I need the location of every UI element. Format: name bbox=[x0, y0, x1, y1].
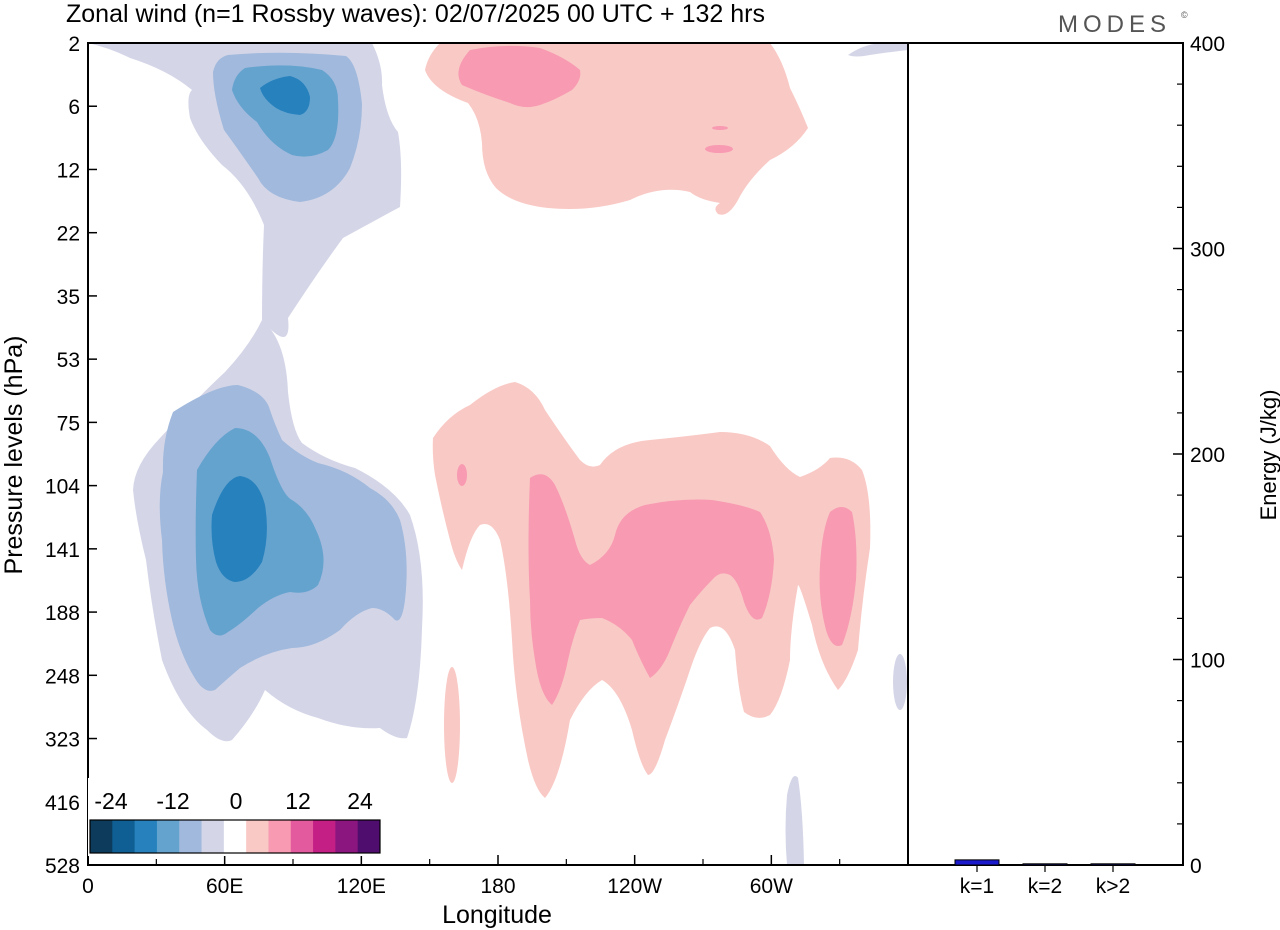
y-tick-label: 528 bbox=[45, 855, 80, 878]
y-tick-label: 6 bbox=[68, 96, 80, 119]
x-axis-longitude: 0 60E 120E 180 120W 60W bbox=[82, 855, 841, 898]
energy-tick-label: 0 bbox=[1190, 855, 1202, 878]
contour-pos-lower-level2 bbox=[528, 474, 774, 705]
y-tick-label: 53 bbox=[57, 349, 80, 372]
energy-bar bbox=[1022, 863, 1068, 866]
colorbar-swatch bbox=[268, 820, 292, 853]
colorbar: -24 -12 0 12 24 bbox=[88, 778, 382, 856]
colorbar-swatch bbox=[223, 820, 247, 853]
colorbar-swatch bbox=[201, 820, 225, 853]
modes-logo: MODES © bbox=[1058, 10, 1188, 38]
x-tick-label: 60W bbox=[750, 875, 793, 898]
colorbar-label: -24 bbox=[94, 788, 127, 814]
energy-bars bbox=[954, 859, 1136, 866]
colorbar-frame bbox=[89, 819, 381, 854]
y-tick-label: 75 bbox=[57, 412, 80, 435]
energy-bar-labels: k=1 k=2 k>2 bbox=[960, 865, 1130, 898]
colorbar-swatch bbox=[335, 820, 359, 853]
x-tick-label: 0 bbox=[82, 875, 94, 898]
brand-logo-text: MODES bbox=[1058, 11, 1171, 38]
energy-category-label: k=1 bbox=[960, 875, 994, 898]
colorbar-labels: -24 -12 0 12 24 bbox=[94, 788, 373, 814]
energy-plot-frame bbox=[907, 42, 1184, 866]
contour-neg-east-top bbox=[848, 43, 908, 57]
y-tick-label: 188 bbox=[45, 602, 80, 625]
colorbar-label: 12 bbox=[285, 788, 311, 814]
energy-tick-label: 200 bbox=[1190, 444, 1225, 467]
colorbar-swatch bbox=[156, 820, 180, 853]
x-tick-label: 120E bbox=[337, 875, 386, 898]
contour-pos-lower-spot bbox=[457, 464, 467, 486]
colorbar-swatch bbox=[290, 820, 314, 853]
contour-pos-lower-level2-east bbox=[819, 507, 857, 646]
colorbar-label: -12 bbox=[156, 788, 189, 814]
contour-pos-lower-isolated bbox=[444, 667, 460, 783]
contour-neg-lower-level4 bbox=[211, 476, 267, 582]
colorbar-swatch bbox=[90, 820, 113, 853]
y-axis-energy: 0 100 200 300 400 bbox=[1173, 33, 1225, 878]
x-tick-label: 180 bbox=[480, 875, 515, 898]
chart-title: Zonal wind (n=1 Rossby waves): 02/07/202… bbox=[66, 0, 765, 28]
colorbar-swatch bbox=[134, 820, 158, 853]
colorbar-label: 0 bbox=[230, 788, 243, 814]
contour-pos-upper-spot2 bbox=[712, 126, 728, 130]
colorbar-swatch bbox=[179, 820, 203, 853]
y-tick-label: 416 bbox=[45, 792, 80, 815]
y-tick-label: 12 bbox=[57, 159, 80, 182]
y-tick-label: 2 bbox=[68, 33, 80, 56]
colorbar-swatch bbox=[357, 820, 381, 853]
y-tick-label: 35 bbox=[57, 286, 80, 309]
energy-axis-label: Energy (J/kg) bbox=[1256, 390, 1280, 521]
x-tick-label: 120W bbox=[607, 875, 662, 898]
colorbar-swatch bbox=[246, 820, 269, 853]
colorbar-label: 24 bbox=[347, 788, 373, 814]
y-axis-label: Pressure levels (hPa) bbox=[0, 336, 28, 575]
contour-neg-upper-level4 bbox=[260, 76, 310, 115]
contour-field bbox=[88, 43, 908, 865]
x-tick-label: 60E bbox=[206, 875, 243, 898]
y-axis-pressure: 2 6 12 22 35 53 75 104 141 188 248 323 416 528 bbox=[45, 33, 97, 878]
energy-bar bbox=[1090, 863, 1136, 866]
colorbar-swatch bbox=[112, 820, 136, 853]
energy-category-label: k=2 bbox=[1028, 875, 1062, 898]
energy-bar bbox=[954, 859, 1000, 866]
y-tick-label: 104 bbox=[45, 476, 80, 499]
contour-pos-upper-level2 bbox=[458, 45, 581, 108]
colorbar-swatches bbox=[88, 778, 382, 856]
colorbar-swatch bbox=[313, 820, 336, 853]
contour-pos-upper-spot1 bbox=[705, 145, 733, 153]
y-tick-label: 141 bbox=[45, 539, 80, 562]
energy-tick-label: 400 bbox=[1190, 33, 1225, 56]
energy-tick-label: 300 bbox=[1190, 239, 1225, 262]
y-tick-label: 248 bbox=[45, 665, 80, 688]
contour-neg-east-mid bbox=[893, 654, 907, 710]
energy-tick-label: 100 bbox=[1190, 650, 1225, 673]
y-tick-label: 22 bbox=[57, 223, 80, 246]
brand-logo-mark: © bbox=[1181, 10, 1188, 20]
x-axis-label: Longitude bbox=[442, 901, 552, 929]
energy-category-label: k>2 bbox=[1096, 875, 1130, 898]
y-tick-label: 323 bbox=[45, 729, 80, 752]
contour-neg-east-bottom bbox=[785, 776, 804, 865]
